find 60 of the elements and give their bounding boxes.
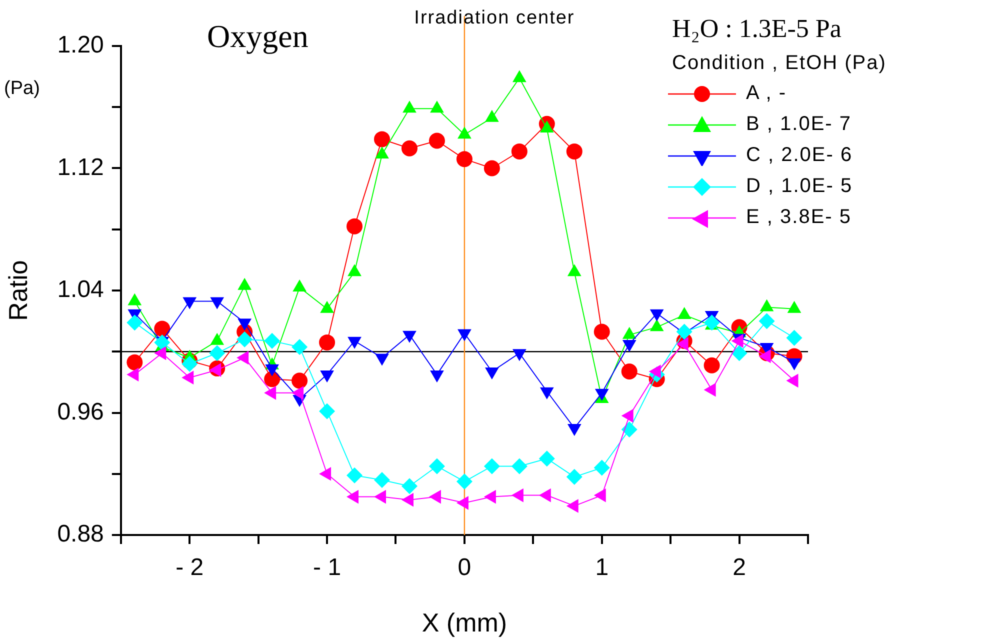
y-axis-title: Ratio	[2, 260, 33, 321]
y-tick-label: 0.96	[57, 398, 104, 426]
point	[621, 422, 638, 438]
point	[428, 132, 445, 149]
point	[566, 143, 582, 160]
legend-label: D , 1.0E- 5	[746, 175, 853, 198]
point	[346, 467, 363, 484]
point	[594, 460, 610, 476]
point	[566, 468, 582, 485]
point	[428, 458, 445, 474]
point	[676, 324, 692, 340]
point	[704, 357, 720, 374]
point	[264, 332, 280, 349]
y-tick-label: 1.04	[57, 276, 104, 304]
legend-label: B , 1.0E- 7	[746, 113, 852, 136]
point	[401, 140, 418, 156]
point	[484, 160, 500, 176]
legend-label: E , 3.8E- 5	[746, 206, 852, 229]
x-tick-label: 0	[458, 554, 472, 582]
point	[236, 331, 253, 348]
point	[292, 372, 308, 389]
y-tick-label: 1.12	[57, 154, 104, 181]
ref-line-label: Irradiation center	[414, 8, 575, 29]
point	[209, 345, 226, 362]
annotation: Oxygen	[207, 18, 308, 55]
x-tick-label: - 1	[313, 554, 342, 582]
point	[538, 450, 555, 467]
point	[456, 151, 472, 168]
point	[374, 472, 390, 488]
point	[292, 339, 308, 356]
point	[786, 330, 802, 346]
point	[346, 218, 363, 234]
point	[758, 313, 775, 330]
point	[374, 131, 390, 148]
x-tick-label: 2	[732, 554, 746, 582]
point	[511, 458, 528, 474]
x-tick-label: 1	[595, 554, 609, 582]
point	[594, 324, 610, 340]
point	[704, 314, 720, 331]
point	[126, 314, 143, 331]
y-tick-label: 1.20	[57, 32, 104, 59]
point	[484, 458, 500, 474]
legend-label: C , 2.0E- 6	[746, 144, 853, 167]
legend-title: Condition , EtOH (Pa)	[672, 50, 886, 76]
point	[154, 320, 170, 337]
point	[731, 345, 748, 362]
point	[182, 356, 198, 372]
x-axis-title: X (mm)	[422, 608, 508, 638]
legend-label: A , -	[746, 82, 787, 105]
text: H₂O : 1.3E-5 Pa	[672, 14, 842, 44]
text: (Pa)	[4, 78, 40, 100]
point	[319, 403, 336, 420]
x-tick-label: - 2	[176, 554, 204, 582]
point	[401, 478, 418, 494]
y-tick-label: 0.88	[57, 520, 104, 548]
point	[126, 354, 143, 370]
point	[621, 363, 638, 380]
point	[319, 334, 336, 350]
point	[456, 474, 472, 490]
point	[511, 143, 528, 160]
